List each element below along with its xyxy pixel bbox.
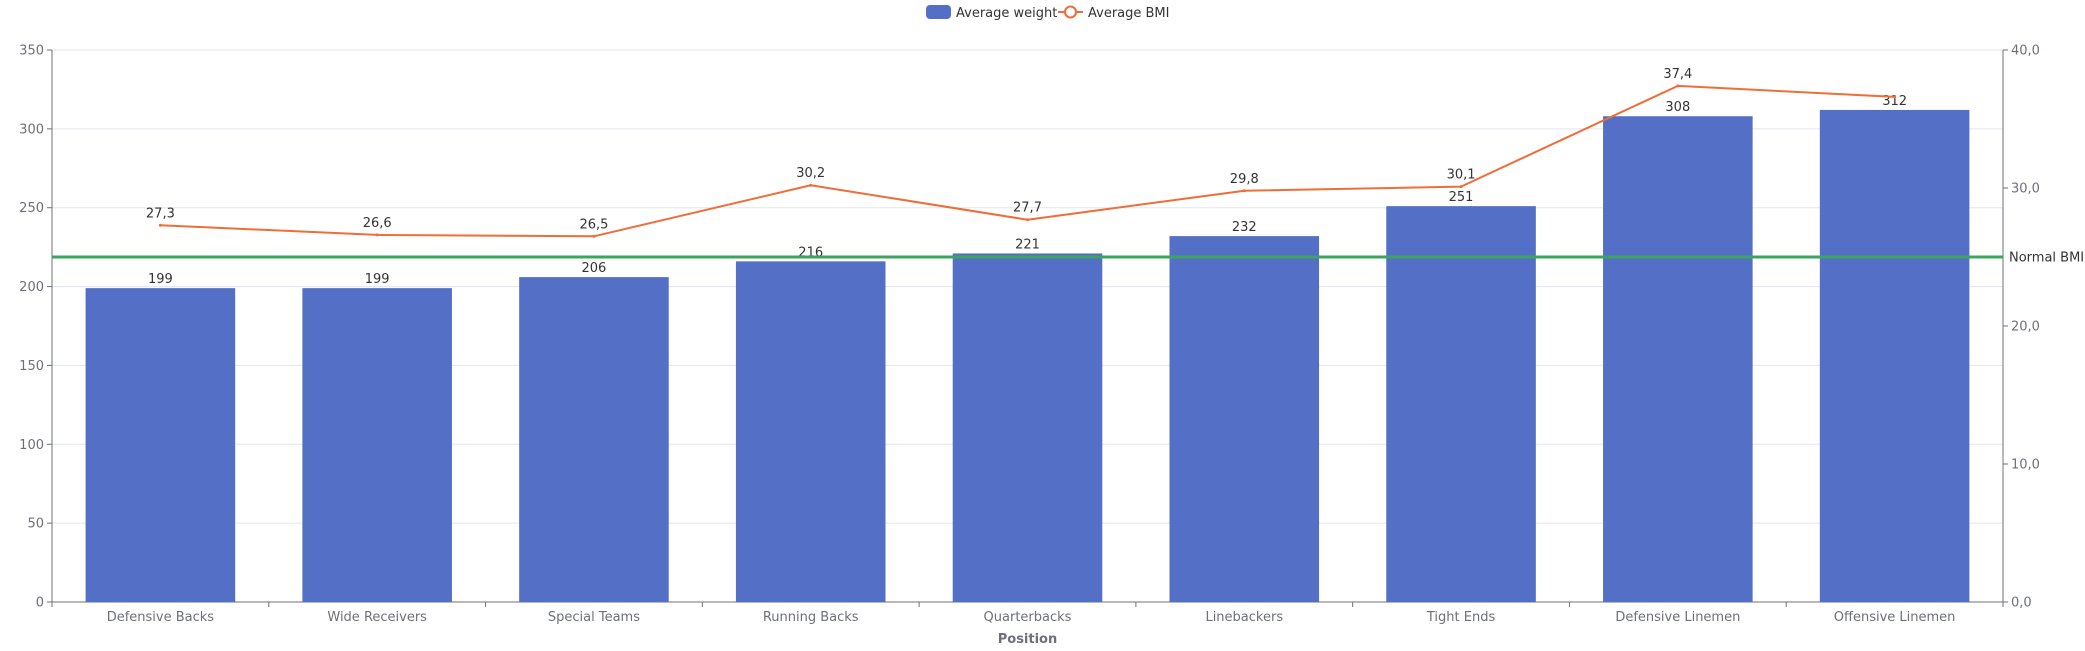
- y-axis-left-tick-label: 100: [19, 438, 44, 453]
- x-axis-tick-label: Wide Receivers: [327, 610, 427, 625]
- line-point-average-bmi: [1893, 95, 1897, 99]
- bar-value-label: 206: [582, 261, 607, 276]
- bar-value-label: 199: [365, 272, 390, 287]
- y-axis-left-tick-label: 350: [19, 44, 44, 59]
- x-axis-title: Position: [998, 632, 1058, 647]
- line-value-label: 30,2: [796, 166, 825, 181]
- bar-value-label: 312: [1882, 94, 1907, 109]
- bar-average-weight: [1169, 236, 1320, 603]
- line-value-label: 29,8: [1230, 172, 1259, 187]
- y-axis-left-tick-label: 150: [19, 359, 44, 374]
- y-axis-left-tick-label: 0: [36, 596, 44, 611]
- bar-average-weight: [952, 253, 1103, 603]
- line-value-label: 37,4: [1663, 67, 1692, 82]
- x-axis-tick-label: Special Teams: [548, 610, 640, 625]
- x-axis-tick-label: Defensive Linemen: [1615, 610, 1740, 625]
- line-point-average-bmi: [1459, 185, 1463, 189]
- bar-value-label: 308: [1665, 100, 1690, 115]
- bar-average-weight: [1819, 109, 1970, 602]
- y-axis-left-tick-label: 200: [19, 280, 44, 295]
- legend-label-average-weight: Average weight: [956, 6, 1057, 21]
- line-point-average-bmi: [1676, 84, 1680, 88]
- line-value-label: 26,6: [363, 216, 392, 231]
- x-axis-tick-label: Linebackers: [1205, 610, 1283, 625]
- bar-average-weight: [302, 288, 452, 602]
- x-axis-tick-label: Running Backs: [763, 610, 859, 625]
- bar-average-weight: [1603, 116, 1753, 603]
- bar-value-label: 232: [1232, 220, 1257, 235]
- bar-value-label: 199: [148, 272, 173, 287]
- x-axis-tick-label: Tight Ends: [1426, 610, 1496, 625]
- bar-average-weight: [1386, 206, 1536, 602]
- legend-label-average-bmi: Average BMI: [1088, 6, 1170, 21]
- line-point-average-bmi: [375, 233, 379, 237]
- line-value-label: 27,3: [146, 206, 175, 221]
- y-axis-right-tick-label: 30,0: [2011, 182, 2040, 197]
- x-axis-tick-label: Offensive Linemen: [1834, 610, 1956, 625]
- y-axis-left-tick-label: 300: [19, 122, 44, 137]
- legend-swatch-average-weight: [926, 5, 951, 19]
- bar-average-weight: [85, 288, 236, 602]
- line-value-label: 26,5: [579, 217, 608, 232]
- reference-line-label: Normal BMI: [2009, 251, 2084, 266]
- line-point-average-bmi: [1242, 189, 1246, 193]
- line-point-average-bmi: [158, 223, 162, 227]
- line-value-label: 30,1: [1447, 168, 1476, 183]
- line-value-label: 27,7: [1013, 201, 1042, 216]
- y-axis-left-tick-label: 50: [27, 517, 44, 532]
- bar-average-weight: [519, 277, 669, 602]
- y-axis-right-tick-label: 0,0: [2011, 596, 2032, 611]
- y-axis-right-tick-label: 10,0: [2011, 458, 2040, 473]
- line-point-average-bmi: [592, 234, 596, 238]
- legend-swatch-marker-average-bmi: [1064, 5, 1077, 19]
- x-axis-tick-label: Quarterbacks: [984, 610, 1072, 625]
- y-axis-right-tick-label: 20,0: [2011, 320, 2040, 335]
- bar-value-label: 221: [1015, 237, 1040, 252]
- line-point-average-bmi: [1026, 218, 1029, 222]
- line-point-average-bmi: [809, 183, 813, 187]
- bar-value-label: 251: [1449, 190, 1474, 205]
- y-axis-left-tick-label: 250: [19, 201, 44, 216]
- bar-average-weight: [735, 261, 886, 602]
- x-axis-tick-label: Defensive Backs: [107, 610, 215, 625]
- y-axis-right-tick-label: 40,0: [2011, 44, 2040, 59]
